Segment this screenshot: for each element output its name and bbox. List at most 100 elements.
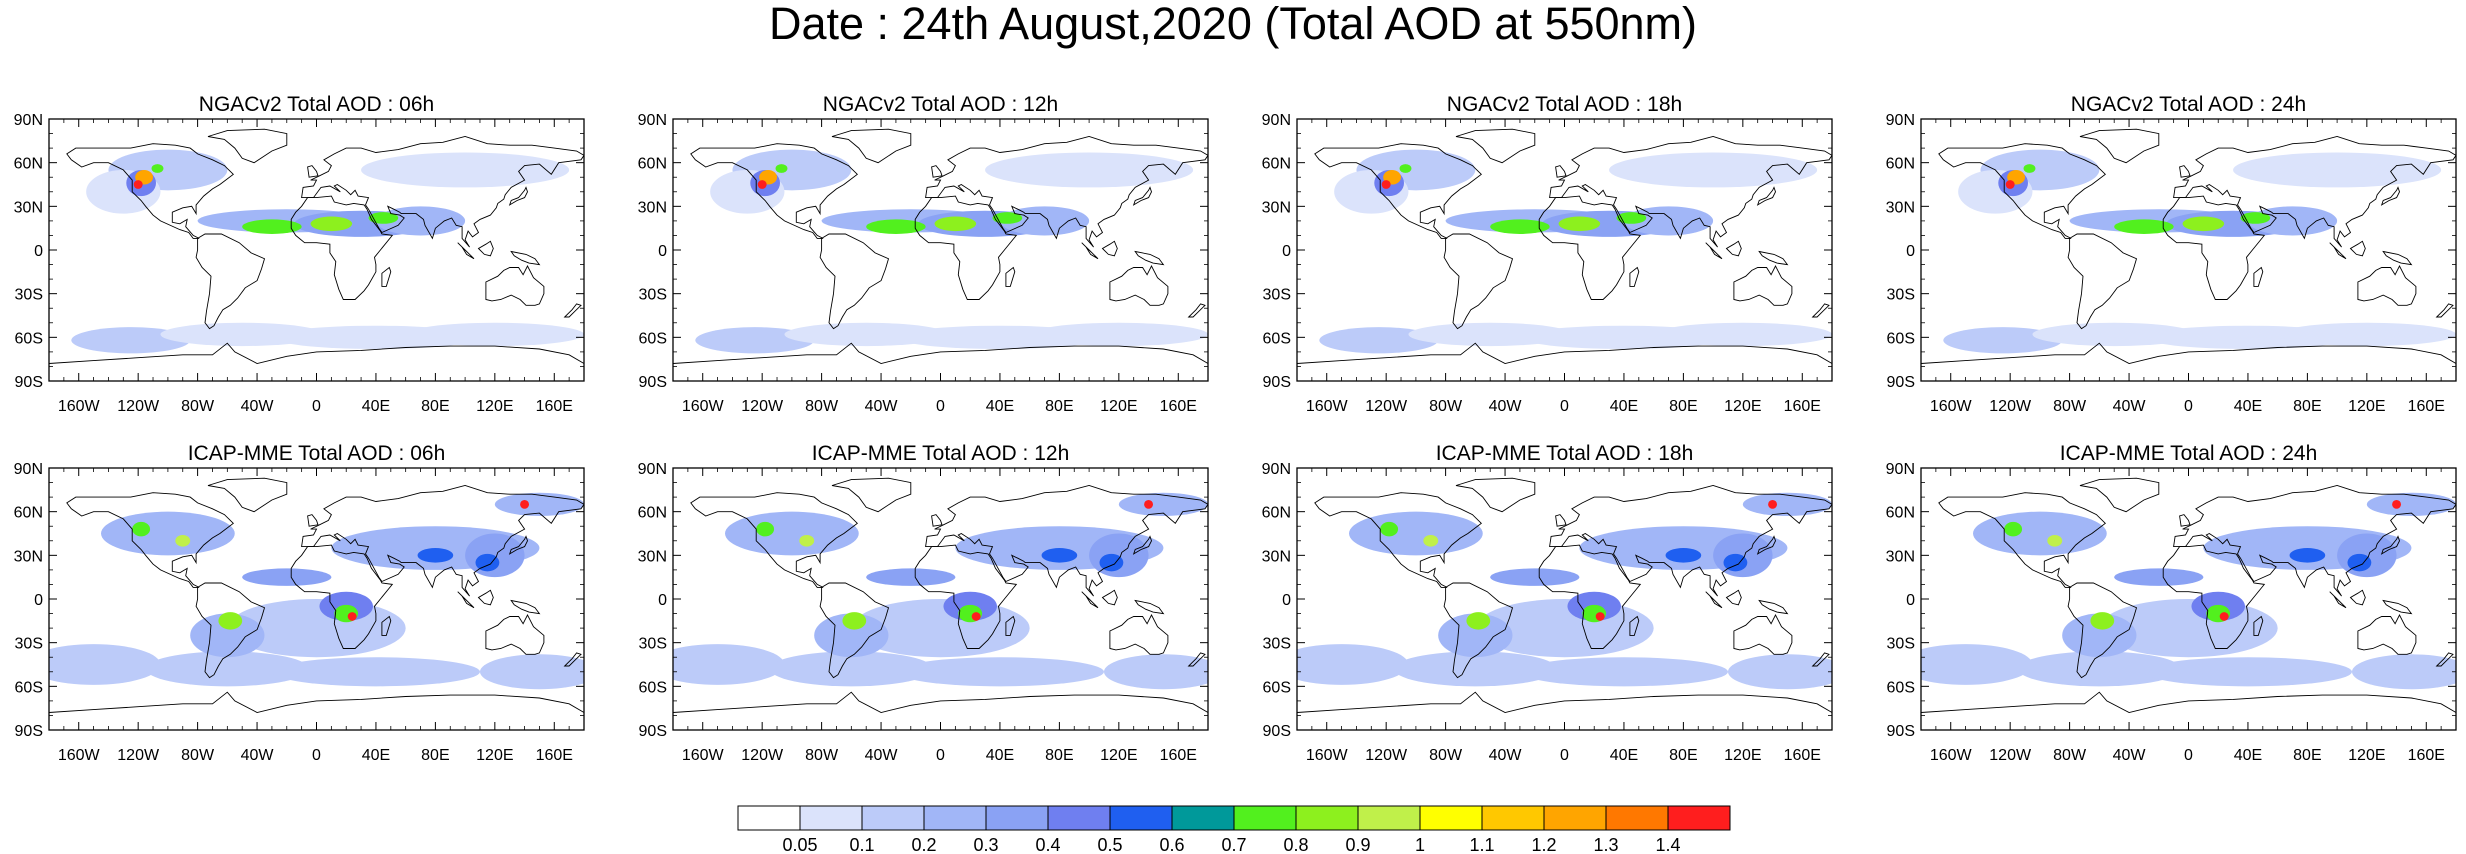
lon-label: 120W <box>1365 747 1408 764</box>
lat-label: 90S <box>1263 723 1291 740</box>
aod-plume <box>725 511 859 556</box>
lon-label: 80E <box>2293 398 2321 415</box>
colorbar-box <box>1481 805 1545 831</box>
map-content <box>673 119 1208 381</box>
lon-label: 40W <box>865 398 899 415</box>
coastline-australia <box>1109 614 1169 655</box>
lat-label: 60S <box>1263 679 1291 696</box>
lon-label: 80E <box>2293 747 2321 764</box>
coastline-sumatra <box>457 242 475 260</box>
coastline-south-america <box>1443 233 1514 330</box>
coastline-uk <box>307 165 319 178</box>
coastline-japan <box>1756 535 1776 555</box>
aod-plume <box>1144 500 1154 509</box>
lon-label: 80E <box>1669 398 1697 415</box>
lat-label: 30S <box>1887 636 1915 653</box>
coastline-australia <box>1109 265 1169 306</box>
aod-plume <box>1519 657 1728 687</box>
lon-label: 120W <box>117 398 160 415</box>
lon-label: 160E <box>1160 747 1197 764</box>
coastline-north-america <box>1314 143 1482 239</box>
lon-label: 0 <box>312 747 321 764</box>
lon-label: 120W <box>741 398 784 415</box>
map-content <box>673 468 1208 730</box>
coastline-new-zealand <box>2435 303 2454 318</box>
coastline-australia <box>2357 265 2417 306</box>
aod-plume <box>971 612 981 621</box>
lon-label: 160W <box>682 398 725 415</box>
lon-label: 160W <box>682 747 725 764</box>
coastline-greenland <box>2079 477 2160 513</box>
aod-plume <box>2143 657 2352 687</box>
aod-plume <box>242 219 302 234</box>
coastline-north-america <box>1938 492 2106 588</box>
lon-label: 160E <box>536 747 573 764</box>
lon-label: 160W <box>58 747 101 764</box>
coastline-south-america <box>819 582 890 679</box>
colorbar-box <box>1109 805 1173 831</box>
lon-label: 40E <box>1610 747 1638 764</box>
lat-label: 30N <box>638 548 667 565</box>
coastline-antarctica <box>1921 342 2456 381</box>
aod-plume <box>1029 322 1208 347</box>
map-plot: 90N 60N 30N 0 30S 60S 90S 160W 120W 80W 40W 0 40E 80E… <box>638 112 1209 415</box>
lon-label: 120W <box>1365 398 1408 415</box>
lon-label: 40W <box>241 747 275 764</box>
coastline-new-zealand <box>563 652 582 667</box>
coastline-uk <box>1555 514 1567 527</box>
lon-label: 40W <box>2113 747 2147 764</box>
colorbar-label: 0.05 <box>782 835 817 854</box>
coastline-africa <box>2162 195 2266 300</box>
aod-plume <box>2114 219 2174 234</box>
coastline-greenland <box>1455 477 1536 513</box>
coastline-eurasia <box>1549 136 1832 248</box>
aod-plume <box>1423 534 1439 547</box>
aod-plume <box>1381 180 1391 189</box>
coastline-new-guinea <box>510 250 541 266</box>
colorbar-box <box>985 805 1049 831</box>
coastline-borneo <box>477 589 494 606</box>
lon-label: 120E <box>1100 747 1137 764</box>
aod-plume <box>1558 216 1601 232</box>
lon-label: 120E <box>1724 747 1761 764</box>
lat-label: 30N <box>14 199 43 216</box>
aod-plume <box>2247 206 2338 236</box>
lat-label: 60S <box>1887 679 1915 696</box>
coastline-madagascar <box>1629 266 1640 287</box>
coastline-greenland <box>831 128 912 164</box>
map-content <box>49 468 584 730</box>
coastline-south-america <box>2067 582 2138 679</box>
colorbar-box <box>1543 805 1607 831</box>
lat-label: 90S <box>15 723 43 740</box>
colorbar-box <box>1419 805 1483 831</box>
map-panel: ICAP-MME Total AOD : 24h 90N 60N 30N 0 30S 60S… <box>1886 442 2457 764</box>
lon-label: 80W <box>181 398 215 415</box>
lon-label: 120E <box>2348 398 2385 415</box>
lon-label: 160E <box>1784 398 1821 415</box>
map-content <box>1297 468 1832 730</box>
map-plot: 90N 60N 30N 0 30S 60S 90S 160W 120W 80W 40W 0 40E 80E… <box>14 461 585 764</box>
ocean-background <box>49 468 584 730</box>
coastline-new-guinea <box>2382 599 2413 615</box>
aod-plume <box>1723 553 1748 572</box>
coastline-sumatra <box>1705 591 1723 609</box>
panel-title: ICAP-MME Total AOD : 18h <box>1435 442 1694 465</box>
colorbar-box <box>1047 805 1111 831</box>
map-content <box>1297 119 1832 381</box>
lon-label: 80W <box>1429 398 1463 415</box>
coastline-antarctica <box>673 691 1208 730</box>
lat-label: 30S <box>1263 287 1291 304</box>
coastline-africa <box>2162 544 2266 649</box>
lon-label: 80W <box>181 747 215 764</box>
coastline-new-zealand <box>2435 652 2454 667</box>
coastline-greenland <box>207 477 288 513</box>
coastline-japan <box>1756 186 1776 206</box>
coastline-new-guinea <box>1134 250 1165 266</box>
coastline-new-zealand <box>1811 303 1830 318</box>
aod-plume <box>2347 553 2372 572</box>
coastline-new-guinea <box>510 599 541 615</box>
lon-label: 120W <box>1989 398 2032 415</box>
coastline-new-zealand <box>1187 303 1206 318</box>
aod-plume <box>1380 521 1399 537</box>
colorbar-box <box>1605 805 1669 831</box>
